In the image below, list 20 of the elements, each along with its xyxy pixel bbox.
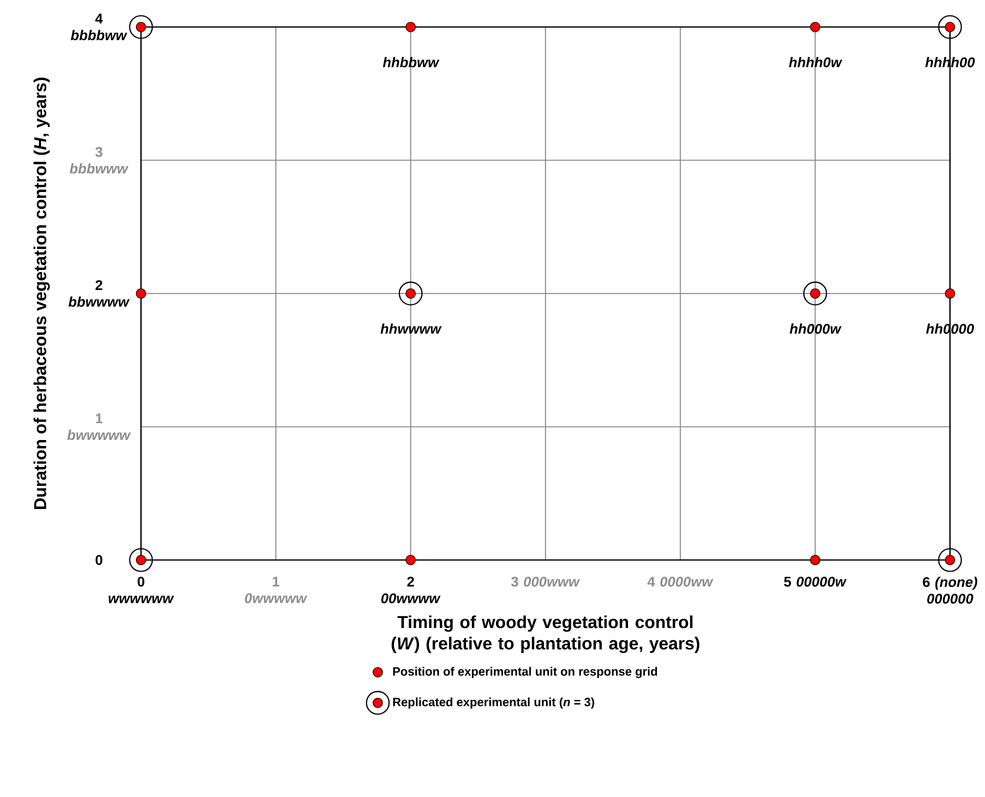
y-axis-title: Duration of herbaceous vegetation control (H, years)	[34, 78, 50, 510]
x-tick-label: 5 00000w	[784, 576, 847, 587]
x-tick-label: 1 0wwwww	[244, 576, 308, 604]
annotation: hhbbww	[382, 57, 440, 68]
x-tick-label: 6 (none) 000000	[922, 576, 978, 604]
x-tick-label: 4 0000ww	[647, 576, 714, 587]
legend-label: Replicated experimental unit (n = 3)	[393, 697, 594, 709]
x-axis-title: Timing of woody vegetation control (W) (relative to plantation age, years)	[392, 615, 700, 654]
annotation: hhwwww	[380, 324, 442, 334]
legend-label: Position of experimental unit on response grid	[393, 666, 657, 678]
annotation: hh000w	[790, 324, 842, 334]
annotation: hhhh0w	[788, 57, 842, 68]
x-tick-label: 0 wwwwww	[108, 576, 174, 604]
y-tick-label: 2 bbwwww	[68, 280, 130, 307]
y-tick-label: 0	[96, 555, 102, 565]
x-tick-label: 2 00wwww	[381, 576, 441, 604]
x-tick-label: 3 000www	[511, 576, 580, 587]
y-tick-label: 3 bbbwww	[70, 146, 128, 174]
y-tick-label: 1 bwwwww	[67, 414, 131, 440]
y-tick-label: 4 bbbbww	[70, 14, 128, 40]
